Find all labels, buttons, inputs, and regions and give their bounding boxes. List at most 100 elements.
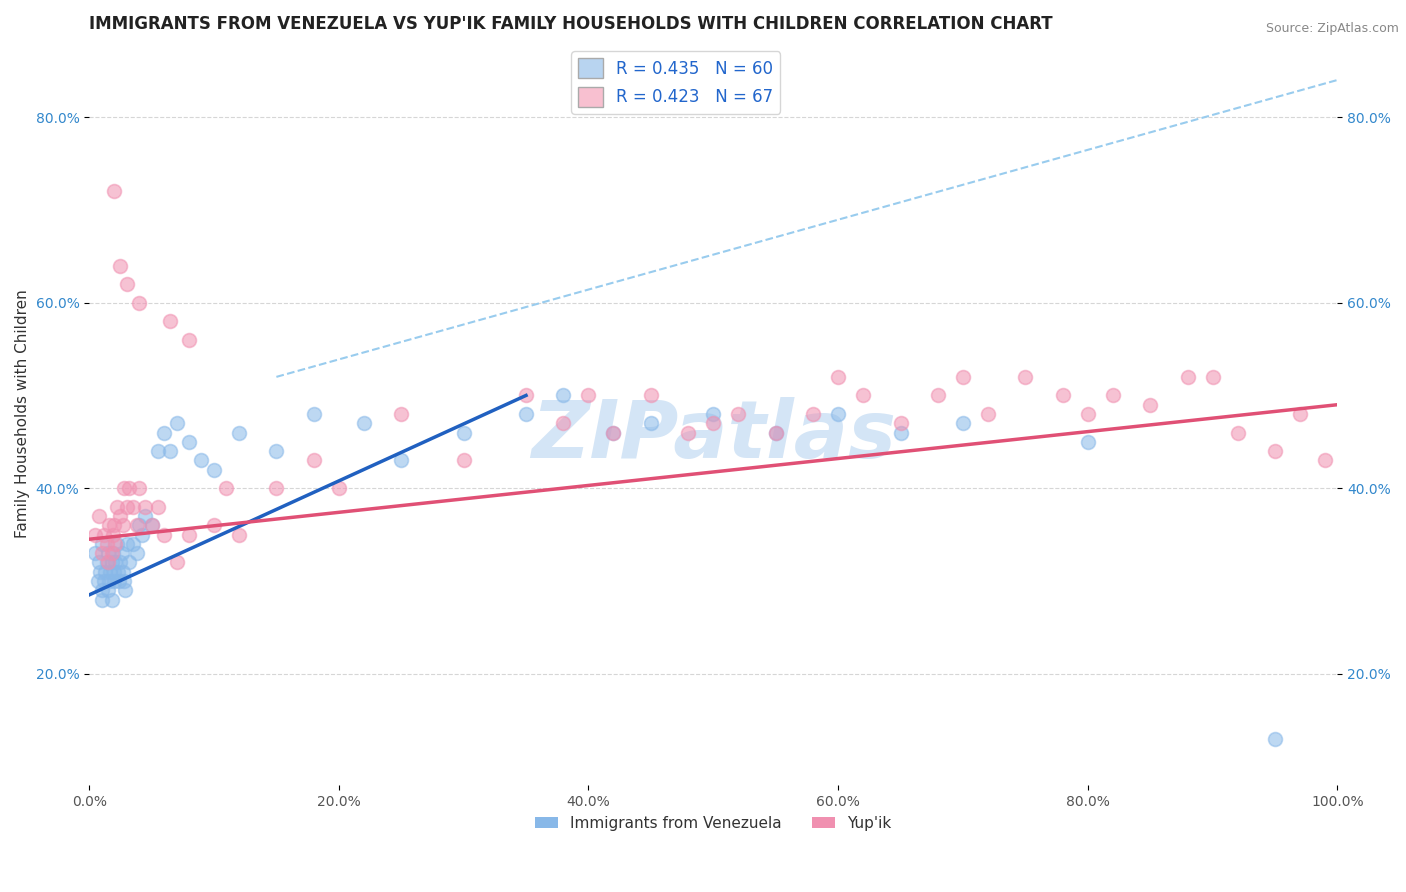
Point	[515, 388, 537, 402]
Point	[112, 481, 135, 495]
Point	[228, 527, 250, 541]
Point	[827, 370, 849, 384]
Point	[801, 407, 824, 421]
Point	[727, 407, 749, 421]
Point	[110, 509, 132, 524]
Point	[128, 481, 150, 495]
Point	[927, 388, 949, 402]
Point	[110, 259, 132, 273]
Point	[602, 425, 624, 440]
Point	[1177, 370, 1199, 384]
Point	[1289, 407, 1312, 421]
Point	[110, 546, 132, 560]
Point	[128, 295, 150, 310]
Point	[94, 565, 117, 579]
Point	[112, 574, 135, 588]
Point	[678, 425, 700, 440]
Point	[228, 425, 250, 440]
Point	[602, 425, 624, 440]
Point	[101, 527, 124, 541]
Point	[515, 407, 537, 421]
Point	[146, 500, 169, 514]
Point	[105, 500, 128, 514]
Point	[100, 565, 122, 579]
Point	[1313, 453, 1336, 467]
Point	[177, 527, 200, 541]
Point	[1077, 407, 1099, 421]
Text: Source: ZipAtlas.com: Source: ZipAtlas.com	[1265, 22, 1399, 36]
Point	[100, 592, 122, 607]
Point	[96, 556, 118, 570]
Point	[202, 463, 225, 477]
Point	[153, 527, 176, 541]
Point	[1052, 388, 1074, 402]
Point	[702, 407, 724, 421]
Point	[110, 556, 132, 570]
Text: ZIPatlas: ZIPatlas	[531, 397, 896, 475]
Point	[1101, 388, 1123, 402]
Point	[159, 444, 181, 458]
Point	[640, 388, 662, 402]
Point	[87, 574, 110, 588]
Point	[93, 527, 115, 541]
Point	[121, 537, 143, 551]
Point	[104, 556, 127, 570]
Point	[90, 546, 112, 560]
Point	[640, 417, 662, 431]
Point	[177, 434, 200, 449]
Point	[84, 527, 107, 541]
Point	[98, 574, 121, 588]
Point	[553, 417, 575, 431]
Point	[125, 518, 148, 533]
Point	[100, 546, 122, 560]
Point	[121, 500, 143, 514]
Y-axis label: Family Households with Children: Family Households with Children	[15, 290, 30, 539]
Point	[1139, 398, 1161, 412]
Point	[100, 556, 122, 570]
Point	[108, 574, 131, 588]
Point	[141, 518, 163, 533]
Point	[114, 583, 136, 598]
Point	[765, 425, 787, 440]
Point	[202, 518, 225, 533]
Point	[977, 407, 1000, 421]
Point	[103, 565, 125, 579]
Point	[141, 518, 163, 533]
Point	[134, 500, 156, 514]
Point	[118, 556, 141, 570]
Point	[266, 481, 288, 495]
Point	[103, 184, 125, 198]
Point	[702, 417, 724, 431]
Point	[1264, 444, 1286, 458]
Point	[177, 333, 200, 347]
Point	[952, 417, 974, 431]
Point	[84, 546, 107, 560]
Point	[105, 537, 128, 551]
Point	[97, 556, 120, 570]
Point	[190, 453, 212, 467]
Point	[97, 546, 120, 560]
Point	[1264, 731, 1286, 746]
Point	[889, 425, 911, 440]
Point	[1014, 370, 1036, 384]
Point	[166, 556, 188, 570]
Legend: Immigrants from Venezuela, Yup'ik: Immigrants from Venezuela, Yup'ik	[529, 810, 898, 837]
Point	[389, 407, 412, 421]
Point	[131, 527, 153, 541]
Point	[302, 453, 325, 467]
Point	[89, 509, 111, 524]
Point	[328, 481, 350, 495]
Point	[104, 537, 127, 551]
Point	[765, 425, 787, 440]
Point	[103, 574, 125, 588]
Point	[101, 546, 124, 560]
Point	[134, 509, 156, 524]
Point	[103, 518, 125, 533]
Point	[302, 407, 325, 421]
Point	[89, 565, 111, 579]
Point	[115, 500, 138, 514]
Point	[98, 518, 121, 533]
Point	[107, 565, 129, 579]
Point	[166, 417, 188, 431]
Point	[153, 425, 176, 440]
